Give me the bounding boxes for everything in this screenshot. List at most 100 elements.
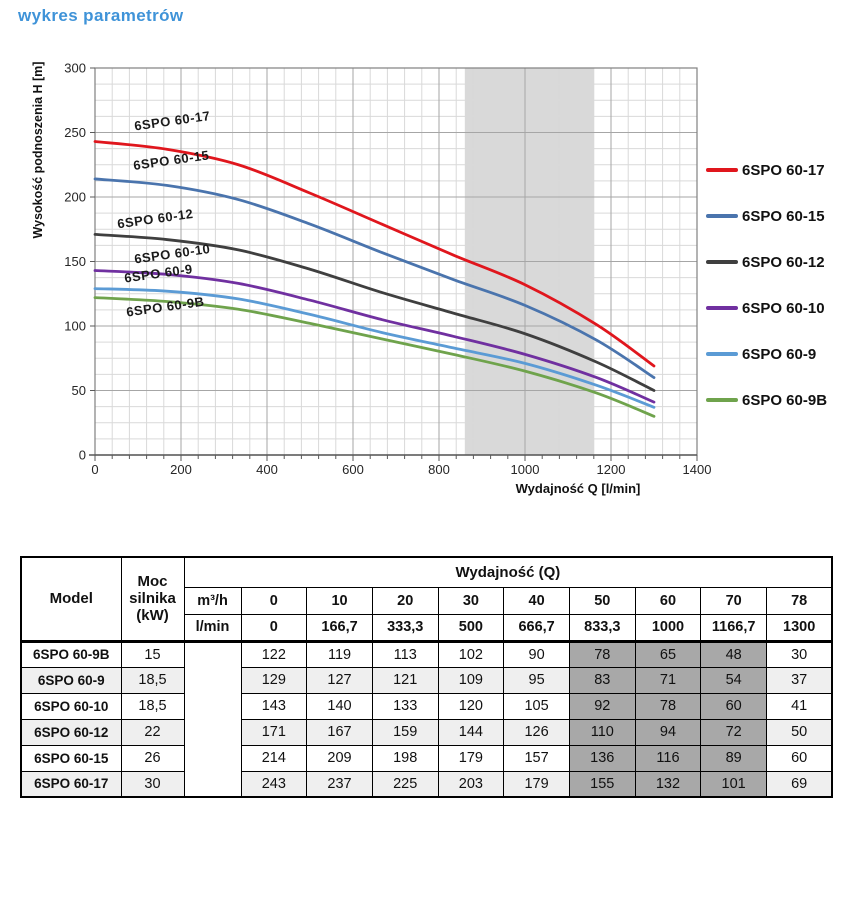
head-value-cell: 105 xyxy=(503,692,570,720)
head-value-cell: 113 xyxy=(371,640,439,668)
model-cell: 6SPO 60-15 xyxy=(20,744,122,772)
head-value-cell: 209 xyxy=(306,744,373,772)
head-value-cell: 110 xyxy=(568,718,636,746)
unit-label-lmin: l/min xyxy=(183,613,242,643)
y-tick-label: 250 xyxy=(64,125,86,140)
head-value-cell: 72 xyxy=(700,718,767,746)
head-value-cell: 60 xyxy=(700,692,767,720)
head-value-cell: 48 xyxy=(700,640,767,668)
head-value-cell: 243 xyxy=(240,770,308,798)
head-value-cell: 65 xyxy=(634,640,702,668)
flow-m3h-header-cell: 78 xyxy=(766,586,833,615)
flow-m3h-header-cell: 70 xyxy=(700,586,767,615)
col-header-power: Moc silnika (kW) xyxy=(120,556,185,643)
power-cell: 15 xyxy=(120,640,185,668)
flow-lmin-header-cell: 500 xyxy=(437,613,505,643)
flow-lmin-header-cell: 833,3 xyxy=(568,613,636,643)
legend-item-6spo-60-12: 6SPO 60-12 xyxy=(706,252,846,272)
head-value-cell: 30 xyxy=(766,640,833,668)
head-value-cell: 214 xyxy=(240,744,308,772)
flow-lmin-header-cell: 1300 xyxy=(766,613,833,643)
legend-label: 6SPO 60-17 xyxy=(742,161,825,179)
x-tick-label: 1200 xyxy=(597,462,626,477)
head-value-cell: 126 xyxy=(503,718,570,746)
col-header-flow-group: Wydajność (Q) xyxy=(183,556,833,588)
head-value-cell: 136 xyxy=(568,744,636,772)
table-row-6spo-60-9: 6SPO 60-9 18,5 129 127 121 109 95 83 71 54 37 xyxy=(20,666,833,694)
flow-m3h-header-cell: 10 xyxy=(306,586,373,615)
head-value-cell: 225 xyxy=(371,770,439,798)
head-value-cell: 179 xyxy=(437,744,505,772)
head-value-cell: 140 xyxy=(306,692,373,720)
head-value-cell: 171 xyxy=(240,718,308,746)
head-value-cell: 121 xyxy=(371,666,439,694)
head-value-cell: 133 xyxy=(371,692,439,720)
flow-lmin-header-cell: 666,7 xyxy=(503,613,570,643)
legend-line-swatch xyxy=(706,260,738,264)
model-cell: 6SPO 60-17 xyxy=(20,770,122,798)
head-value-cell: 144 xyxy=(437,718,505,746)
head-value-cell: 157 xyxy=(503,744,570,772)
head-value-cell: 95 xyxy=(503,666,570,694)
head-value-cell: 71 xyxy=(634,666,702,694)
head-value-cell: 203 xyxy=(437,770,505,798)
table-row-6spo-60-17: 6SPO 60-17 30 243 237 225 203 179 155 132 101 69 xyxy=(20,770,833,798)
flow-lmin-header-cell: 166,7 xyxy=(306,613,373,643)
curve-6spo-60-9b xyxy=(93,296,656,418)
power-cell: 22 xyxy=(120,718,185,746)
flow-m3h-header-cell: 30 xyxy=(437,586,505,615)
head-value-cell: 78 xyxy=(568,640,636,668)
legend-item-6spo-60-10: 6SPO 60-10 xyxy=(706,298,846,318)
y-tick-label: 50 xyxy=(72,383,86,398)
curve-label: 6SPO 60-10 xyxy=(133,241,211,267)
head-value-cell: 198 xyxy=(371,744,439,772)
head-value-cell: 120 xyxy=(437,692,505,720)
head-value-cell: 60 xyxy=(766,744,833,772)
legend-line-swatch xyxy=(706,306,738,310)
legend-line-swatch xyxy=(706,214,738,218)
head-value-cell: 90 xyxy=(503,640,570,668)
y-tick-label: 100 xyxy=(64,319,86,334)
legend-label: 6SPO 60-10 xyxy=(742,299,825,317)
col-header-model: Model xyxy=(20,556,122,643)
head-value-cell: 41 xyxy=(766,692,833,720)
model-cell: 6SPO 60-12 xyxy=(20,718,122,746)
curve-label: 6SPO 60-9B xyxy=(125,294,205,320)
page-title: wykres parametrów xyxy=(18,6,184,25)
curve-6spo-60-17 xyxy=(93,140,656,368)
legend-item-6spo-60-17: 6SPO 60-17 xyxy=(706,160,846,180)
x-tick-label: 0 xyxy=(91,462,98,477)
head-value-cell: 237 xyxy=(306,770,373,798)
flow-m3h-header-cell: 0 xyxy=(240,586,308,615)
unit-spacer-cell xyxy=(183,640,242,798)
head-value-cell: 37 xyxy=(766,666,833,694)
legend-line-swatch xyxy=(706,168,738,172)
head-value-cell: 155 xyxy=(568,770,636,798)
head-value-cell: 83 xyxy=(568,666,636,694)
power-cell: 30 xyxy=(120,770,185,798)
flow-m3h-header-cell: 20 xyxy=(371,586,439,615)
curve-6spo-60-9 xyxy=(93,287,656,409)
y-tick-label: 150 xyxy=(64,254,86,269)
power-cell: 26 xyxy=(120,744,185,772)
x-tick-label: 200 xyxy=(170,462,192,477)
flow-lmin-header-cell: 0 xyxy=(240,613,308,643)
legend-label: 6SPO 60-15 xyxy=(742,207,825,225)
curve-6spo-60-10 xyxy=(93,269,656,404)
head-value-cell: 78 xyxy=(634,692,702,720)
x-tick-label: 400 xyxy=(256,462,278,477)
curve-6spo-60-15 xyxy=(93,177,656,379)
head-value-cell: 143 xyxy=(240,692,308,720)
y-tick-label: 300 xyxy=(64,61,86,76)
head-value-cell: 89 xyxy=(700,744,767,772)
power-cell: 18,5 xyxy=(120,666,185,694)
head-value-cell: 50 xyxy=(766,718,833,746)
x-tick-label: 800 xyxy=(428,462,450,477)
legend-item-6spo-60-15: 6SPO 60-15 xyxy=(706,206,846,226)
head-value-cell: 92 xyxy=(568,692,636,720)
power-cell: 18,5 xyxy=(120,692,185,720)
y-tick-label: 0 xyxy=(79,448,86,463)
head-value-cell: 69 xyxy=(766,770,833,798)
legend-item-6spo-60-9b: 6SPO 60-9B xyxy=(706,390,846,410)
head-value-cell: 116 xyxy=(634,744,702,772)
